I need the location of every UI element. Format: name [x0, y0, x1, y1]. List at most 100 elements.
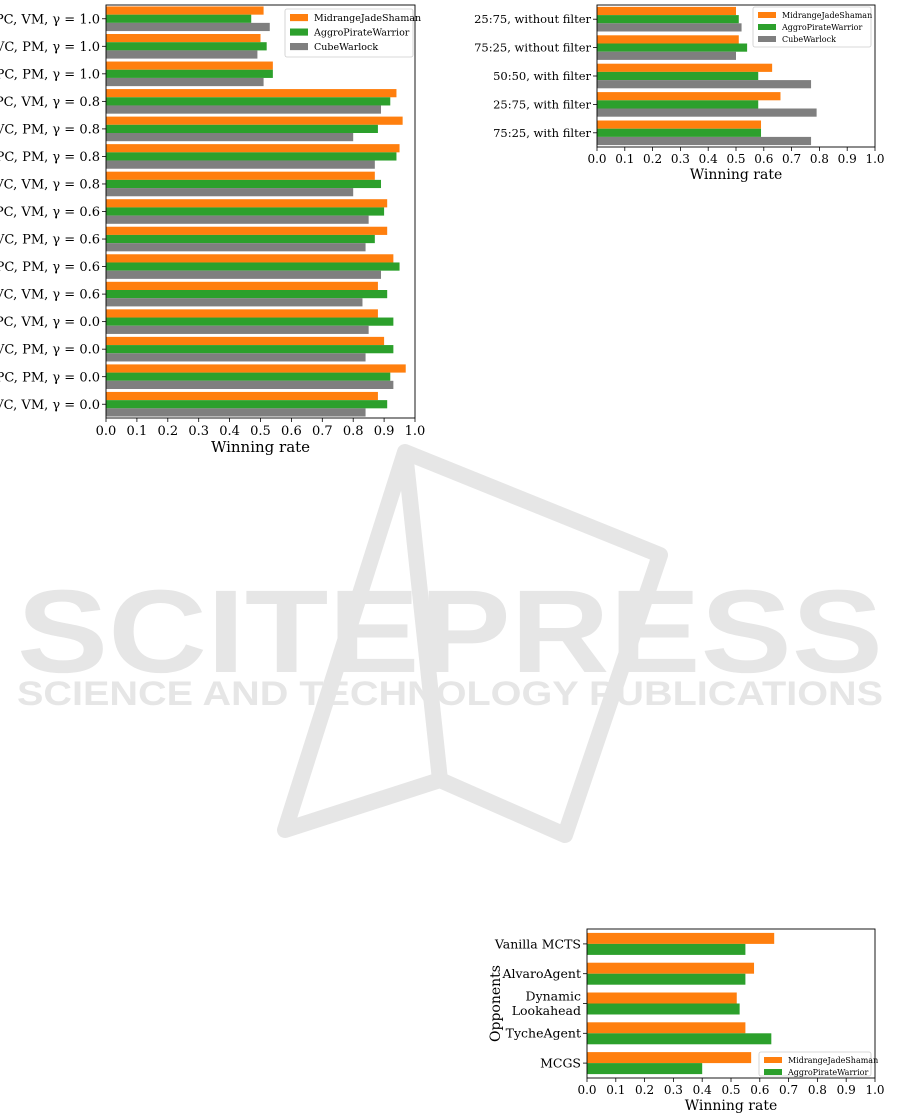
bar-AggroPirateWarrior-8 [106, 234, 375, 244]
legend-box [284, 8, 414, 58]
bar-AggroPirateWarrior-14 [106, 400, 388, 409]
x-tick-label: 0.5 [721, 1083, 740, 1097]
bar-AggroPirateWarrior-11 [106, 317, 394, 326]
bar-CubeWarlock-0 [597, 23, 742, 32]
bar-MidrangeJadeShaman-3 [106, 89, 397, 98]
y-tick-label: VC, VM, γ = 0.0 [0, 398, 100, 413]
bar-CubeWarlock-11 [106, 325, 369, 334]
x-tick-label: 0.0 [587, 152, 606, 166]
legend-swatch-AggroPirateWarrior [764, 1069, 782, 1075]
x-tick-label: 1.0 [405, 424, 426, 439]
y-tick-label: PC, PM, γ = 0.8 [0, 150, 100, 165]
bar-AggroPirateWarrior-3 [587, 1033, 772, 1045]
bar-CubeWarlock-14 [106, 408, 366, 417]
y-tick-label: 25:75, without filter [474, 12, 591, 26]
y-tick-label: TycheAgent [506, 1026, 581, 1041]
bar-MidrangeJadeShaman-3 [597, 92, 781, 101]
x-tick-label: 0.1 [127, 424, 148, 439]
bar-CubeWarlock-8 [106, 243, 366, 252]
y-tick-label: 50:50, with filter [493, 69, 591, 83]
bar-AggroPirateWarrior-0 [106, 14, 252, 23]
bar-MidrangeJadeShaman-8 [106, 226, 388, 235]
bar-CubeWarlock-2 [597, 80, 812, 89]
x-tick-label: 1.0 [865, 152, 884, 166]
bar-MidrangeJadeShaman-2 [597, 63, 773, 72]
bar-AggroPirateWarrior-0 [587, 943, 746, 955]
x-tick-label: 0.6 [281, 424, 302, 439]
x-tick-label: 0.0 [96, 424, 117, 439]
bar-MidrangeJadeShaman-9 [106, 254, 394, 263]
x-tick-label: 0.6 [754, 152, 773, 166]
legend-swatch-MidrangeJadeShaman [290, 14, 308, 22]
bar-MidrangeJadeShaman-7 [106, 199, 388, 208]
x-tick-label: 0.3 [664, 1083, 683, 1097]
bar-AggroPirateWarrior-13 [106, 372, 391, 381]
x-tick-label: 0.1 [606, 1083, 625, 1097]
bar-MidrangeJadeShaman-0 [587, 932, 775, 944]
y-tick-label: VC, PM, γ = 1.0 [0, 40, 100, 55]
bar-MidrangeJadeShaman-4 [597, 120, 762, 129]
y-tick-label: Dynamic [526, 989, 581, 1004]
legend-swatch-MidrangeJadeShaman [758, 12, 776, 18]
legend-swatch-CubeWarlock [758, 36, 776, 42]
watermark-subtitle: SCIENCE AND TECHNOLOGY PUBLICATIONS [17, 675, 883, 713]
y-tick-label: 75:25, with filter [493, 126, 591, 140]
bar-MidrangeJadeShaman-6 [106, 171, 375, 180]
bar-AggroPirateWarrior-7 [106, 207, 385, 216]
bar-MidrangeJadeShaman-3 [587, 1022, 746, 1034]
x-tick-label: 0.4 [699, 152, 718, 166]
bar-AggroPirateWarrior-4 [587, 1063, 703, 1075]
bar-AggroPirateWarrior-1 [106, 42, 267, 51]
legend-swatch-MidrangeJadeShaman [764, 1057, 782, 1063]
y-tick-label: MCGS [540, 1055, 581, 1070]
bar-AggroPirateWarrior-1 [587, 973, 746, 985]
x-tick-label: 0.3 [671, 152, 690, 166]
bar-AggroPirateWarrior-4 [106, 124, 378, 133]
bar-CubeWarlock-0 [106, 22, 270, 32]
bar-MidrangeJadeShaman-10 [106, 281, 378, 290]
legend-label: AggroPirateWarrior [787, 1068, 868, 1077]
y-tick-label: VC, VM, γ = 0.6 [0, 288, 100, 303]
x-tick-label: 0.7 [779, 1083, 798, 1097]
legend-box [752, 6, 872, 48]
x-tick-label: 0.4 [219, 424, 240, 439]
y-tick-label: 25:75, with filter [493, 97, 591, 111]
bar-CubeWarlock-4 [597, 136, 812, 146]
legend: MidrangeJadeShaman AggroPirateWarrior [758, 1051, 878, 1077]
bar-MidrangeJadeShaman-12 [106, 336, 385, 346]
x-axis-label: Winning rate [690, 167, 783, 183]
x-tick-label: 0.6 [750, 1083, 769, 1097]
bar-CubeWarlock-5 [106, 160, 375, 169]
legend: MidrangeJadeShaman AggroPirateWarrior Cube… [284, 8, 421, 58]
x-tick-label: 0.7 [782, 152, 801, 166]
legend-label: MidrangeJadeShaman [782, 11, 872, 20]
bar-CubeWarlock-12 [106, 353, 366, 362]
bar-AggroPirateWarrior-3 [597, 100, 759, 109]
x-tick-label: 0.5 [250, 424, 271, 439]
bar-MidrangeJadeShaman-1 [597, 35, 739, 44]
bar-MidrangeJadeShaman-4 [587, 1052, 752, 1064]
x-tick-label: 0.9 [374, 424, 395, 439]
y-tick-label: PC, PM, γ = 1.0 [0, 67, 100, 82]
y-tick-label: PC, VM, γ = 0.0 [0, 315, 100, 330]
y-tick-label: PC, VM, γ = 0.6 [0, 205, 100, 220]
bar-CubeWarlock-9 [106, 270, 382, 279]
legend-swatch-AggroPirateWarrior [758, 24, 776, 30]
bar-AggroPirateWarrior-5 [106, 152, 397, 161]
bar-MidrangeJadeShaman-1 [106, 34, 261, 43]
y-tick-label: VC, PM, γ = 0.0 [0, 343, 100, 358]
bar-AggroPirateWarrior-2 [597, 71, 759, 81]
bar-MidrangeJadeShaman-0 [597, 6, 736, 16]
bar-CubeWarlock-1 [597, 51, 736, 60]
x-tick-label: 0.2 [643, 152, 662, 166]
bar-AggroPirateWarrior-4 [597, 128, 762, 137]
book-logo-icon [277, 444, 668, 843]
y-tick-label: PC, PM, γ = 0.0 [0, 370, 100, 385]
y-axis-label: Opponents [488, 965, 504, 1042]
bar-MidrangeJadeShaman-4 [106, 116, 403, 125]
legend-swatch-AggroPirateWarrior [290, 28, 308, 36]
bar-AggroPirateWarrior-12 [106, 345, 394, 354]
bar-MidrangeJadeShaman-14 [106, 391, 378, 401]
legend-swatch-CubeWarlock [290, 43, 308, 51]
